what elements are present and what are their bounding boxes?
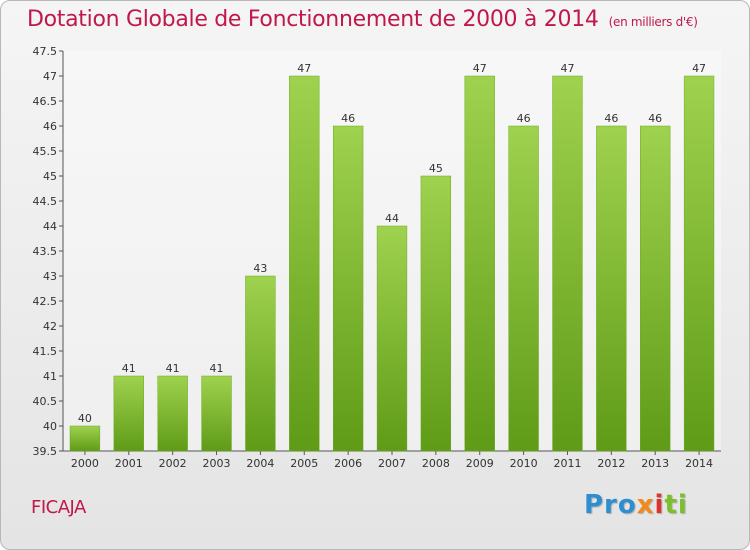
x-tick-label-2003: 2003 xyxy=(203,457,231,470)
logo-part-4: ti xyxy=(664,490,688,520)
y-tick-label: 40 xyxy=(43,420,57,433)
bar-2006 xyxy=(332,125,364,452)
value-label-2004: 43 xyxy=(253,262,267,275)
x-tick-label-2014: 2014 xyxy=(685,457,713,470)
bar-2013 xyxy=(640,125,671,452)
x-tick-label-2009: 2009 xyxy=(466,457,494,470)
y-tick-label: 43.5 xyxy=(33,245,58,258)
bar-2004 xyxy=(245,275,276,452)
x-tick-label-2002: 2002 xyxy=(159,457,187,470)
logo-part-2: x xyxy=(636,490,655,520)
logo-part-3: i xyxy=(654,490,665,520)
value-label-2003: 41 xyxy=(210,362,224,375)
value-label-2014: 47 xyxy=(692,62,706,75)
y-tick-label: 42.5 xyxy=(33,295,58,308)
value-label-2007: 44 xyxy=(385,212,399,225)
chart-subtitle: (en milliers d'€) xyxy=(608,15,698,29)
bar-2001 xyxy=(113,375,144,452)
value-label-2010: 46 xyxy=(517,112,531,125)
x-tick-label-2001: 2001 xyxy=(115,457,143,470)
chart-bars xyxy=(69,75,715,452)
y-tick-label: 41 xyxy=(43,370,57,383)
value-label-2006: 46 xyxy=(341,112,355,125)
y-tick-label: 47.5 xyxy=(33,45,58,58)
bar-2005 xyxy=(289,75,320,452)
y-tick-label: 39.5 xyxy=(33,445,58,458)
bar-2000 xyxy=(69,425,101,452)
bar-2003 xyxy=(201,375,232,452)
value-label-2001: 41 xyxy=(122,362,136,375)
chart-labels: 2000 40 2001 41 2002 41 2003 41 2004 43 2005 47 2006… xyxy=(71,62,713,470)
y-tick-label: 44 xyxy=(43,220,57,233)
y-tick-label: 46.5 xyxy=(33,95,58,108)
logo-part-1: Pro xyxy=(584,490,637,520)
chart-title-text: Dotation Globale de Fonctionnement de 20… xyxy=(27,7,599,32)
value-label-2012: 46 xyxy=(604,112,618,125)
proxiti-logo: Proxiti xyxy=(584,490,688,520)
bar-2007 xyxy=(376,225,408,452)
x-tick-label-2000: 2000 xyxy=(71,457,99,470)
y-tick-label: 40.5 xyxy=(33,395,58,408)
y-tick-label: 45 xyxy=(43,170,57,183)
bar-2008 xyxy=(420,175,452,452)
value-label-2005: 47 xyxy=(297,62,311,75)
y-tick-label: 44.5 xyxy=(33,195,58,208)
x-tick-label-2007: 2007 xyxy=(378,457,406,470)
x-tick-label-2004: 2004 xyxy=(246,457,274,470)
y-tick-label: 47 xyxy=(43,70,57,83)
bar-2012 xyxy=(596,125,627,452)
bar-2014 xyxy=(683,75,715,452)
x-tick-label-2012: 2012 xyxy=(597,457,625,470)
x-tick-label-2008: 2008 xyxy=(422,457,450,470)
x-tick-label-2005: 2005 xyxy=(290,457,318,470)
bar-2010 xyxy=(508,125,539,452)
bar-2002 xyxy=(157,375,188,452)
bar-2009 xyxy=(464,75,495,452)
y-tick-label: 46 xyxy=(43,120,57,133)
value-label-2002: 41 xyxy=(166,362,180,375)
commune-name: FICAJA xyxy=(31,497,86,518)
chart-title: Dotation Globale de Fonctionnement de 20… xyxy=(27,7,698,32)
value-label-2000: 40 xyxy=(78,412,92,425)
x-tick-label-2006: 2006 xyxy=(334,457,362,470)
y-tick-label: 45.5 xyxy=(33,145,58,158)
value-label-2011: 47 xyxy=(560,62,574,75)
x-tick-label-2013: 2013 xyxy=(641,457,669,470)
x-tick-label-2011: 2011 xyxy=(553,457,581,470)
x-tick-label-2010: 2010 xyxy=(510,457,538,470)
value-label-2013: 46 xyxy=(648,112,662,125)
value-label-2009: 47 xyxy=(473,62,487,75)
value-label-2008: 45 xyxy=(429,162,443,175)
y-tick-label: 42 xyxy=(43,320,57,333)
bar-2011 xyxy=(552,75,583,452)
y-tick-label: 43 xyxy=(43,270,57,283)
y-tick-label: 41.5 xyxy=(33,345,58,358)
